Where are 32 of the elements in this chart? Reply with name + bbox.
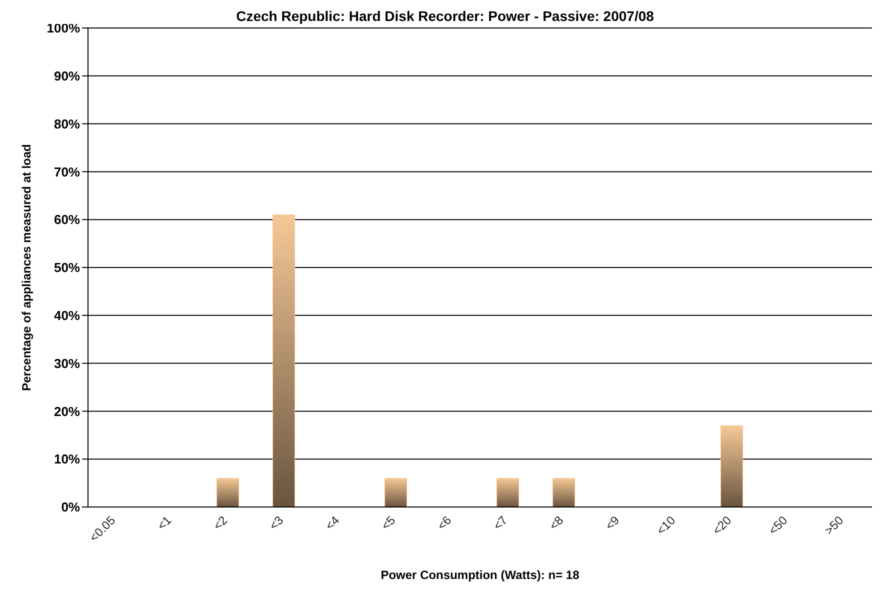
y-tick-label: 30% xyxy=(54,356,80,371)
x-tick-label: <8 xyxy=(546,512,566,533)
chart-title: Czech Republic: Hard Disk Recorder: Power - Passive: 2007/08 xyxy=(236,8,654,24)
x-tick-label: <4 xyxy=(322,512,342,533)
x-tick-label: <6 xyxy=(434,512,454,533)
y-axis-title: Percentage of appliances measured at load xyxy=(19,144,34,391)
x-tick-label: <10 xyxy=(654,512,678,538)
x-tick-label: <1 xyxy=(154,512,174,533)
x-tick-label: <3 xyxy=(266,512,286,533)
bar xyxy=(720,425,744,507)
bar xyxy=(272,214,296,507)
y-tick-label: 70% xyxy=(54,164,80,180)
bar xyxy=(216,478,240,507)
y-tick-label: 60% xyxy=(54,212,80,228)
y-tick-label: 80% xyxy=(54,116,80,132)
x-tick-label: >50 xyxy=(822,512,846,538)
x-tick-label: <5 xyxy=(378,512,398,533)
y-tick-label: 20% xyxy=(54,404,80,419)
bar xyxy=(552,478,576,507)
y-tick-label: 40% xyxy=(54,308,80,324)
x-axis-title: Power Consumption (Watts): n= 18 xyxy=(380,568,580,582)
x-tick-label: <2 xyxy=(210,512,230,533)
y-tick-label: 90% xyxy=(54,68,80,84)
y-tick-label: 10% xyxy=(54,452,80,467)
bar xyxy=(496,478,520,507)
y-tick-label: 50% xyxy=(54,260,80,276)
bar xyxy=(384,478,408,507)
x-tick-label: <50 xyxy=(766,512,790,538)
x-tick-label: <20 xyxy=(710,512,734,538)
x-tick-label: <9 xyxy=(602,512,622,533)
x-tick-label: <7 xyxy=(490,512,510,533)
y-tick-label: 0% xyxy=(61,500,80,515)
